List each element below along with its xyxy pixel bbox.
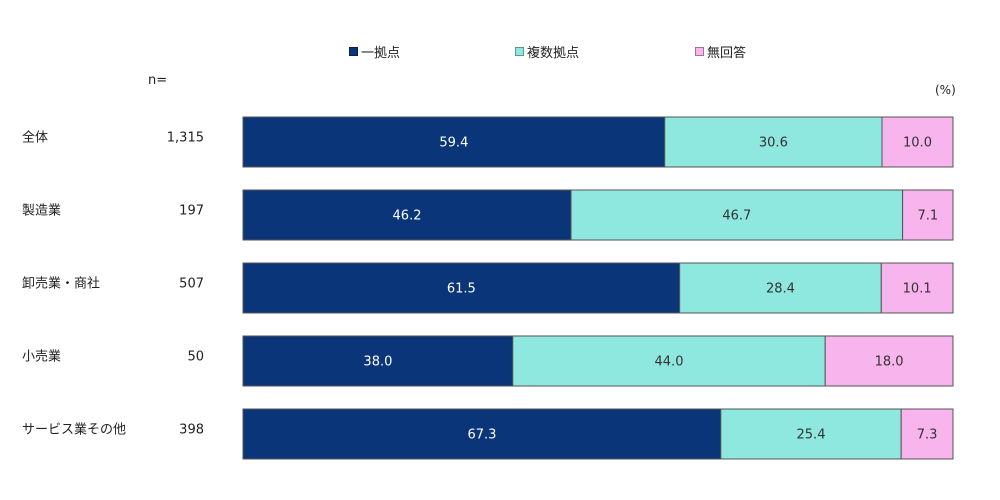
- bar-segment: [242, 408, 722, 460]
- bar-segment: [570, 189, 904, 241]
- bar-segment: [720, 408, 902, 460]
- legend-item-mukaitou: 無回答: [695, 42, 747, 61]
- bar-segment: [881, 116, 954, 168]
- category-label: 製造業: [22, 203, 61, 219]
- category-label: サービス業その他: [22, 422, 126, 438]
- legend-label-mukaitou: 無回答: [707, 45, 747, 61]
- bar-segment: [242, 262, 681, 314]
- data-label: 10.1: [903, 282, 932, 297]
- bar-segment: [664, 116, 883, 168]
- data-label: 38.0: [363, 355, 392, 370]
- n-value: 398: [179, 423, 204, 438]
- data-label: 28.4: [766, 282, 795, 297]
- legend-swatch-mukaitou: [695, 46, 704, 56]
- data-label: 25.4: [797, 428, 826, 443]
- bar-segment: [900, 408, 954, 460]
- category-label: 卸売業・商社: [22, 276, 100, 292]
- bar-segment: [880, 262, 954, 314]
- legend-swatch-ikkyoten: [349, 46, 358, 56]
- data-label: 61.5: [447, 282, 476, 297]
- bar-segment: [242, 116, 666, 168]
- n-value: 50: [187, 350, 204, 365]
- data-label: 7.1: [917, 209, 938, 224]
- n-value: 197: [179, 204, 204, 219]
- category-label: 全体: [22, 130, 48, 146]
- data-label: 30.6: [759, 136, 788, 151]
- n-value: 1,315: [167, 131, 204, 146]
- data-label: 46.2: [393, 209, 422, 224]
- bar-segment: [902, 189, 954, 241]
- bar-segment: [242, 335, 514, 387]
- bar-segment: [679, 262, 882, 314]
- bar-segment: [242, 189, 572, 241]
- legend-swatch-fukusuu: [515, 46, 524, 56]
- legend-label-fukusuu: 複数拠点: [527, 45, 580, 61]
- n-value: 507: [179, 277, 204, 292]
- legend-item-fukusuu: 複数拠点: [515, 42, 580, 61]
- data-label: 44.0: [655, 355, 684, 370]
- n-header: n=: [148, 73, 168, 88]
- category-label: 小売業: [22, 349, 61, 365]
- legend-label-ikkyoten: 一拠点: [361, 45, 401, 61]
- data-label: 59.4: [439, 136, 468, 151]
- data-label: 10.0: [903, 136, 932, 151]
- data-label: 7.3: [917, 428, 938, 443]
- legend-item-ikkyoten: 一拠点: [349, 42, 401, 61]
- data-label: 18.0: [875, 355, 904, 370]
- unit-label: (%): [935, 83, 956, 97]
- data-label: 46.7: [722, 209, 751, 224]
- data-label: 67.3: [467, 428, 496, 443]
- bar-segment: [824, 335, 954, 387]
